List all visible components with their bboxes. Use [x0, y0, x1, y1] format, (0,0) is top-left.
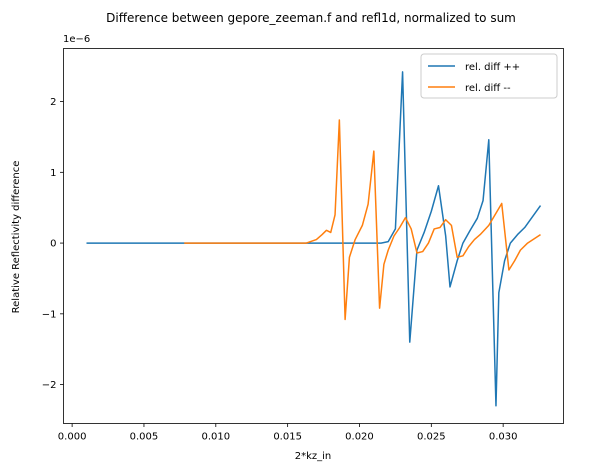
x-tick-label: 0.010	[201, 432, 230, 443]
axes-frame	[63, 48, 564, 424]
x-tick-label: 0.015	[273, 432, 302, 443]
y-tick-label: 2	[50, 97, 56, 108]
series-line-0	[86, 71, 542, 407]
y-tick-label: 1	[50, 168, 56, 179]
y-tick-label: −2	[42, 380, 57, 391]
x-tick-label: 0.020	[345, 432, 374, 443]
x-axis-label: 2*kz_in	[295, 451, 332, 462]
legend-label-rel-diff-mm: rel. diff --	[465, 83, 511, 94]
y-axis-label: Relative Reflectivity difference	[11, 161, 22, 314]
legend-label-rel-diff-pp: rel. diff ++	[465, 62, 520, 73]
x-tick-label: 0.000	[58, 432, 87, 443]
y-tick-label: 0	[50, 239, 56, 250]
series-line-1	[184, 119, 541, 321]
x-tick-label: 0.025	[417, 432, 446, 443]
legend: rel. diff ++ rel. diff --	[420, 53, 558, 99]
x-tick-label: 0.005	[130, 432, 159, 443]
chart-title: Difference between gepore_zeeman.f and r…	[106, 11, 516, 25]
plot-area	[86, 71, 542, 407]
y-offset-label: 1e−6	[63, 34, 90, 45]
x-tick-label: 0.030	[489, 432, 518, 443]
y-tick-label: −1	[42, 309, 57, 320]
